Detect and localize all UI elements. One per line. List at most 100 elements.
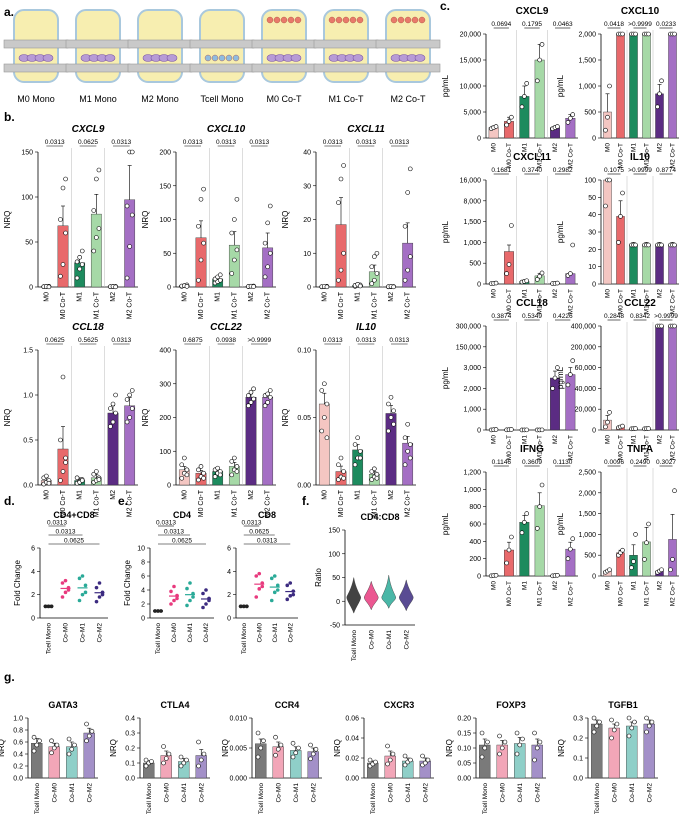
chart-title: CXCL9 xyxy=(516,6,549,17)
y-tick-label: 2,000 xyxy=(463,386,481,393)
y-tick-label: 0 xyxy=(592,282,596,289)
bar xyxy=(603,179,612,285)
chart-title: TGFB1 xyxy=(608,700,638,710)
y-tick-label: 6 xyxy=(31,546,35,553)
data-point xyxy=(207,598,211,603)
p-value-label: 0.0313 xyxy=(216,139,236,146)
x-tick-label: Co-M0 xyxy=(499,783,506,803)
y-tick-label: 20,000 xyxy=(460,32,482,39)
chart-c-ccl22: CCL22 pg/mL 0 20,000 40,000 60,000 200,000 400,… xyxy=(556,298,679,460)
x-tick-label: Tcell Mono xyxy=(46,623,53,654)
data-point xyxy=(69,746,75,752)
y-tick-label: 0.3 xyxy=(573,716,583,723)
y-axis-label: NRQ xyxy=(221,739,230,757)
data-point xyxy=(285,583,290,588)
y-tick-label: 8 xyxy=(141,560,145,567)
data-point xyxy=(642,557,647,562)
y-axis-label: NRQ xyxy=(333,739,342,757)
violin-shape xyxy=(346,577,361,614)
data-point xyxy=(169,602,173,606)
y-tick-label: 20 xyxy=(588,247,596,254)
chart-b-cxcl11: CXCL11 NRQ 0 10 20 30 40 M0 M0 Co-T M1 M1 Co-T M2 M2… xyxy=(281,124,416,319)
x-tick-label: M2 xyxy=(110,490,117,500)
data-point xyxy=(322,415,327,420)
x-tick-label: Tcell Mono xyxy=(155,623,162,654)
y-tick-label: 0 xyxy=(592,574,596,581)
x-tick-label: M0 Co-T xyxy=(198,291,205,319)
data-point xyxy=(60,185,66,191)
data-point xyxy=(127,392,132,398)
y-tick-label: 1,500 xyxy=(578,58,596,65)
y-tick-label: 150 xyxy=(159,183,171,190)
macrophage-cell-icon xyxy=(104,54,116,62)
plate-bar xyxy=(375,63,441,73)
panel-letter-d: d. xyxy=(4,494,15,508)
data-point xyxy=(338,267,344,273)
y-tick-label: 200 xyxy=(469,556,481,563)
data-point xyxy=(605,114,610,120)
y-tick-label: 300 xyxy=(159,381,171,388)
data-point xyxy=(63,590,68,595)
data-point xyxy=(391,284,396,290)
data-point xyxy=(352,442,358,447)
data-point xyxy=(234,469,240,474)
p-value-label: >0.9999 xyxy=(628,21,652,28)
y-tick-label: 30 xyxy=(303,183,311,190)
data-point xyxy=(626,733,632,739)
data-point xyxy=(550,386,555,391)
p-value-label: 0.0313 xyxy=(56,529,76,536)
chart-c-ccl18: CCL18 pg/mL 0 1,000 2,000 3,000 150,000 300,000… xyxy=(441,298,578,460)
data-point xyxy=(336,477,341,482)
data-point xyxy=(646,31,651,37)
data-point xyxy=(552,375,558,381)
x-tick-label: M1 Co-T xyxy=(371,291,378,319)
data-point xyxy=(60,262,66,267)
p-value-label: 0.0313 xyxy=(242,520,262,527)
membrane-bar xyxy=(313,39,379,49)
y-tick-label: 150,000 xyxy=(456,344,481,351)
data-point xyxy=(504,122,509,128)
y-axis-label: NRQ xyxy=(0,739,6,757)
y-tick-label: 1.0 xyxy=(13,716,23,723)
data-point xyxy=(288,581,293,585)
data-point xyxy=(386,401,391,407)
data-point xyxy=(234,247,240,253)
y-tick-label: 0 xyxy=(477,574,481,581)
y-tick-label: 200,000 xyxy=(571,344,596,351)
data-point xyxy=(369,477,375,482)
data-point xyxy=(387,757,393,763)
data-point xyxy=(373,759,378,765)
x-tick-label: Co-M2 xyxy=(198,783,205,803)
data-point xyxy=(388,415,394,420)
y-tick-label: 0.3 xyxy=(125,731,135,738)
data-point xyxy=(493,124,499,129)
x-tick-label: Co-M1 xyxy=(629,783,636,803)
panel-letter-c: c. xyxy=(440,0,450,13)
x-tick-label: M0 Co-T xyxy=(618,581,625,606)
bar xyxy=(565,548,576,577)
x-tick-label: Co-M2 xyxy=(86,783,93,803)
x-tick-label: Co-M1 xyxy=(405,783,412,803)
y-axis-label: pg/mL xyxy=(556,366,565,389)
data-point xyxy=(291,592,296,597)
data-point xyxy=(77,576,82,581)
data-point xyxy=(485,739,490,745)
data-point xyxy=(655,104,660,110)
data-point xyxy=(357,448,363,454)
y-tick-label: 1,200 xyxy=(463,470,481,477)
chart-g-tgfb1: TGFB1 NRQ 0.0 0.1 0.2 0.3 Tcell Mono Co-M0 Co-M1… xyxy=(557,700,658,814)
x-tick-label: M1 Co-T xyxy=(644,143,651,168)
x-tick-label: M1 Co-T xyxy=(537,143,544,168)
x-tick-label: Co-M1 xyxy=(386,630,393,650)
data-point xyxy=(269,576,274,581)
x-tick-label: M0 xyxy=(605,435,612,444)
data-point xyxy=(166,751,172,757)
data-point xyxy=(110,419,116,425)
data-point xyxy=(555,573,560,578)
data-point xyxy=(537,739,543,745)
data-point xyxy=(493,427,499,432)
bar xyxy=(626,725,638,779)
data-point xyxy=(108,406,113,411)
chart-c-il10: IL10 pg/mL 0 10 20 30 40 50 100 M0 M0 Co-T M1 M1 Co-… xyxy=(556,152,679,314)
x-tick-label: M1 xyxy=(355,292,362,302)
